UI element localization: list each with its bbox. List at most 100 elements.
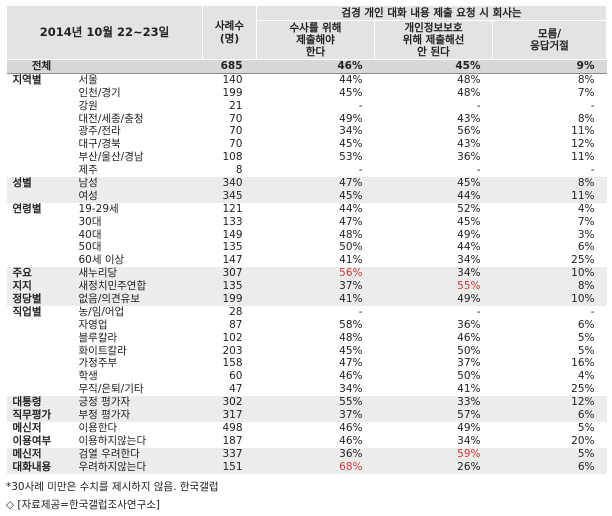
- table-row: 화이트칼라 203 45% 50% 5%: [7, 345, 607, 358]
- row-subgroup-label: 여성: [72, 189, 203, 203]
- table-row: 전체 685 46% 45% 9%: [6, 59, 607, 74]
- should-not-submit-cell: 57%: [374, 409, 493, 422]
- row-group-label: [7, 138, 73, 151]
- row-group-label: [7, 100, 73, 113]
- no-answer-cell: 7%: [577, 215, 595, 228]
- footnote: *30사례 미만은 수치를 제시하지 않음. 한국갤럽: [6, 481, 219, 493]
- table-row: 정당별 없음/의견유보 199 41% 49% 10%: [6, 293, 607, 306]
- sample-size-cell: 8: [235, 164, 243, 177]
- row-subgroup-label: 새누리당: [72, 267, 203, 281]
- should-not-submit-cell: 37%: [457, 357, 481, 370]
- no-answer-cell: 11%: [492, 189, 607, 203]
- row-subgroup-label: 부산/울산/경남: [78, 151, 144, 164]
- sample-size-cell: 151: [202, 460, 257, 474]
- should-not-submit-cell: 44%: [457, 241, 481, 254]
- row-subgroup-label: 화이트칼라: [78, 344, 127, 357]
- no-answer-cell: 5%: [577, 331, 595, 344]
- table-row: 무직/은퇴/기타 47 34% 41% 25%: [7, 383, 607, 396]
- should-submit-cell: 44%: [339, 202, 363, 215]
- row-group-label: 이용여부: [12, 434, 52, 447]
- sample-size-cell: 133: [222, 215, 243, 228]
- row-group-label: [7, 370, 73, 383]
- row-group-label: [7, 151, 73, 164]
- no-answer-cell: 12%: [492, 396, 607, 410]
- sample-size-cell: 302: [202, 396, 257, 410]
- should-submit-cell: 55%: [256, 396, 375, 410]
- should-submit-cell: 45%: [256, 189, 375, 203]
- should-submit-cell: 58%: [339, 318, 363, 331]
- should-not-submit-cell: 49%: [374, 293, 493, 306]
- sample-size-cell: 685: [202, 59, 257, 74]
- should-submit-cell: 47%: [339, 215, 363, 228]
- sample-size-cell: 47: [229, 383, 243, 396]
- should-not-submit-cell: 48%: [374, 72, 493, 87]
- row-group-label: [6, 189, 73, 203]
- row-group-label: [7, 229, 73, 242]
- no-answer-cell: 4%: [577, 370, 595, 383]
- sample-size-cell: 149: [222, 228, 243, 241]
- should-submit-cell: 47%: [256, 177, 375, 190]
- should-not-submit-cell: 55%: [374, 280, 493, 294]
- table-row: 직업별 농/임/어업 28 - - -: [7, 306, 607, 319]
- sample-size-cell: 121: [222, 202, 243, 215]
- no-answer-cell: 7%: [577, 86, 595, 99]
- should-submit-cell: 56%: [256, 267, 375, 281]
- should-submit-cell: 68%: [256, 460, 375, 474]
- table-row: 대통령 긍정 평가자 302 55% 33% 12%: [6, 396, 607, 410]
- should-not-submit-cell: 45%: [457, 215, 481, 228]
- row-group-label: [7, 216, 73, 229]
- row-group-label: 메신저: [12, 421, 42, 434]
- no-answer-cell: 5%: [577, 421, 595, 434]
- no-answer-cell: 6%: [577, 241, 595, 254]
- should-submit-cell: 47%: [339, 357, 363, 370]
- row-subgroup-label: 60세 이상: [78, 254, 125, 267]
- row-subgroup-label: 자영업: [78, 318, 108, 331]
- no-answer-cell: 25%: [571, 383, 595, 396]
- should-submit-cell: 46%: [256, 59, 375, 74]
- no-answer-cell: 10%: [492, 293, 607, 306]
- table-row: 학생 60 46% 50% 4%: [7, 370, 607, 383]
- row-group-label: 전체: [6, 59, 73, 74]
- sample-size-cell: 135: [222, 241, 243, 254]
- poll-table: 2014년 10월 22~23일 사례수 (명) 검경 개인 대화 내용 제출 …: [6, 5, 607, 474]
- should-not-submit-cell: 45%: [374, 59, 493, 74]
- row-subgroup-label: 대전/세종/충청: [78, 112, 144, 125]
- row-group-label: 정당별: [6, 293, 73, 306]
- table-row: 메신저 검열 우려한다 337 36% 59% 5%: [6, 447, 607, 461]
- should-not-submit-cell: 43%: [457, 112, 481, 125]
- should-not-submit-cell: -: [476, 164, 481, 177]
- should-not-submit-cell: 44%: [374, 189, 493, 203]
- sample-size-cell: 199: [222, 86, 243, 99]
- should-not-submit-cell: 36%: [457, 151, 481, 164]
- table-row: 대구/경북 70 45% 43% 12%: [7, 138, 607, 151]
- row-subgroup-label: [72, 59, 203, 74]
- sample-size-cell: 317: [202, 409, 257, 422]
- sample-size-cell: 337: [202, 447, 257, 461]
- sample-size-cell: 60: [229, 370, 243, 383]
- should-submit-cell: 41%: [339, 254, 363, 267]
- should-submit-cell: 53%: [339, 151, 363, 164]
- table-row: 50대 135 50% 44% 6%: [7, 241, 607, 254]
- row-subgroup-label: 19-29세: [78, 202, 119, 215]
- no-answer-cell: 16%: [571, 357, 595, 370]
- should-not-submit-cell: 45%: [374, 177, 493, 190]
- row-group-label: [7, 345, 73, 358]
- no-answer-cell: 4%: [577, 202, 595, 215]
- poll-table-body: 전체 685 46% 45% 9% 지역별 서울 140 44% 48% 8% 인천/경기 199 45%…: [6, 59, 607, 474]
- should-submit-cell: 36%: [256, 447, 375, 461]
- should-not-submit-cell: 34%: [457, 434, 481, 447]
- should-not-submit-cell: 56%: [457, 125, 481, 138]
- sample-size-cell: 203: [222, 344, 243, 357]
- table-row: 가정주부 158 47% 37% 16%: [7, 357, 607, 370]
- should-submit-cell: 48%: [339, 228, 363, 241]
- row-group-label: 지지: [6, 280, 73, 294]
- no-answer-cell: -: [590, 99, 595, 112]
- row-group-label: [7, 241, 73, 254]
- table-row: 성별 남성 340 47% 45% 8%: [6, 177, 607, 190]
- table-row: 자영업 87 58% 36% 6%: [7, 319, 607, 332]
- row-subgroup-label: 긍정 평가자: [72, 396, 203, 410]
- should-not-submit-cell: 49%: [457, 421, 481, 434]
- row-subgroup-label: 블루칼라: [78, 331, 118, 344]
- row-subgroup-label: 강원: [78, 99, 98, 112]
- sample-size-cell: 28: [229, 305, 243, 318]
